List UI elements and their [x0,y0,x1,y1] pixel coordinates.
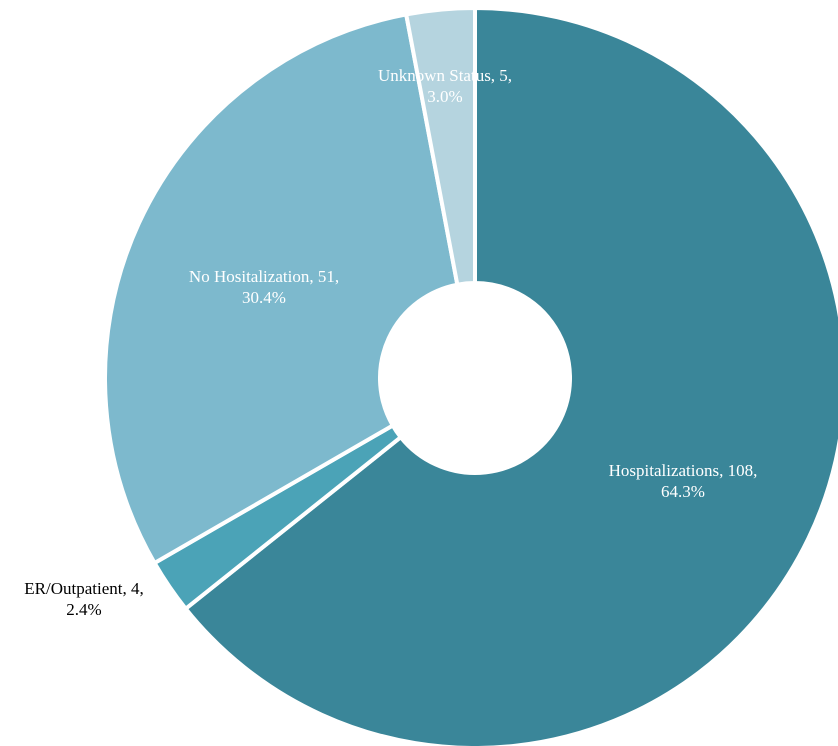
data-label-hospitalizations: Hospitalizations, 108, 64.3% [609,461,758,501]
data-label-er-outpatient: ER/Outpatient, 4, 2.4% [24,579,143,619]
data-label-no-hositalization: No Hositalization, 51, 30.4% [189,267,339,307]
slice-no-hositalization [103,12,460,565]
slice-hospitalizations [183,6,838,746]
data-label-unknown-status: Unknown Status, 5, 3.0% [378,66,512,106]
slice-unknown-status [404,6,477,287]
